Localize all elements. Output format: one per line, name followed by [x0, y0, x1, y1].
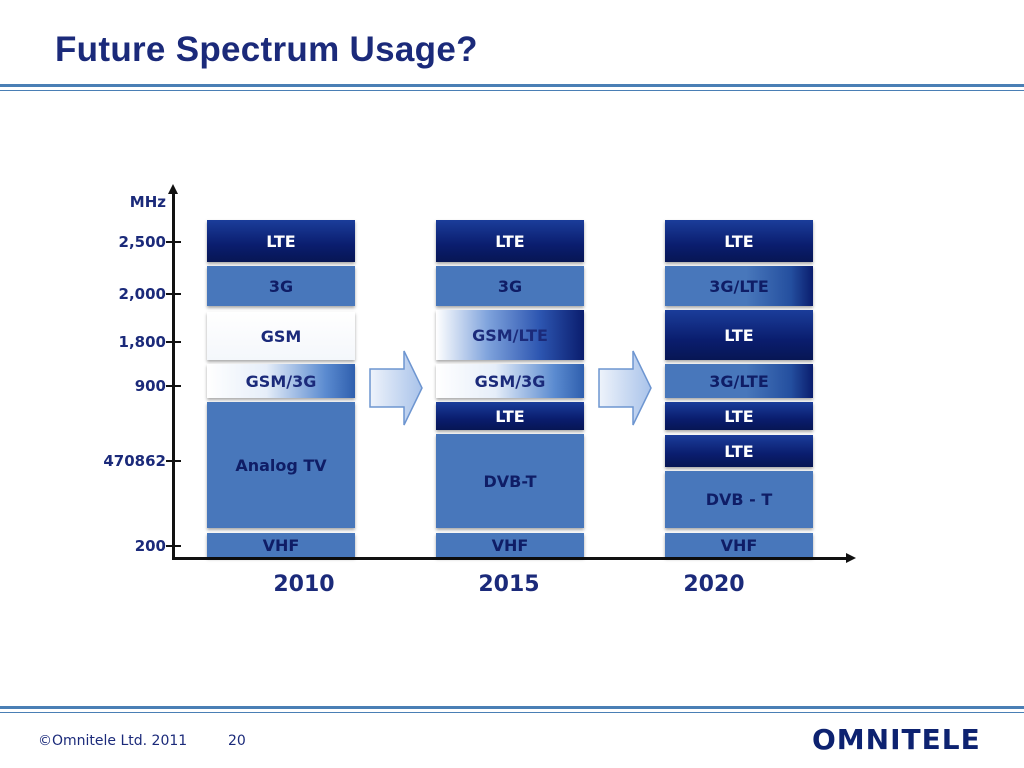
band-block: DVB-T [436, 434, 584, 528]
band-block: LTE [665, 310, 813, 360]
band-block: VHF [436, 533, 584, 557]
y-tick [166, 460, 181, 462]
year-label: 2020 [683, 572, 745, 597]
band-block: 3G [436, 266, 584, 306]
band-block: LTE [436, 220, 584, 262]
y-axis-unit: MHz [129, 193, 166, 211]
footer-rule-thin [0, 712, 1024, 713]
y-tick-label: 1,800 [118, 333, 166, 351]
band-block: VHF [665, 533, 813, 557]
band-block: LTE [665, 435, 813, 467]
slide-title: Future Spectrum Usage? [55, 30, 478, 69]
y-tick-label: 200 [134, 537, 166, 555]
footer-rule [0, 706, 1024, 709]
band-block: GSM [207, 312, 355, 360]
transition-arrow-icon [369, 350, 423, 426]
y-tick [166, 341, 181, 343]
x-axis-arrow [846, 553, 856, 563]
copyright-text: ©Omnitele Ltd. 2011 [38, 733, 188, 749]
header-rule [0, 84, 1024, 87]
page-number: 20 [228, 733, 246, 749]
band-block: VHF [207, 533, 355, 557]
band-block: DVB - T [665, 471, 813, 528]
x-axis [172, 557, 848, 560]
omnitele-logo: OMNITELE [812, 723, 981, 756]
y-tick-label: 900 [134, 377, 166, 395]
y-tick-label: 2,500 [118, 233, 166, 251]
band-block: 3G/LTE [665, 266, 813, 306]
year-label: 2010 [273, 572, 335, 597]
band-block: GSM/3G [436, 364, 584, 398]
band-block: 3G/LTE [665, 364, 813, 398]
y-tick [166, 385, 181, 387]
year-label: 2015 [478, 572, 540, 597]
y-tick [166, 545, 181, 547]
header-rule-thin [0, 90, 1024, 91]
band-block: GSM/3G [207, 364, 355, 398]
y-tick [166, 293, 181, 295]
band-block: GSM/LTE [436, 310, 584, 360]
band-block: Analog TV [207, 402, 355, 528]
transition-arrow-icon [598, 350, 652, 426]
y-tick-label: 2,000 [118, 285, 166, 303]
y-tick-label: 470862 [103, 452, 166, 470]
band-block: LTE [436, 402, 584, 430]
band-block: LTE [665, 220, 813, 262]
band-block: LTE [207, 220, 355, 262]
band-block: LTE [665, 402, 813, 430]
y-axis-arrow [168, 184, 178, 194]
band-block: 3G [207, 266, 355, 306]
y-tick [166, 241, 181, 243]
y-axis [172, 193, 175, 560]
